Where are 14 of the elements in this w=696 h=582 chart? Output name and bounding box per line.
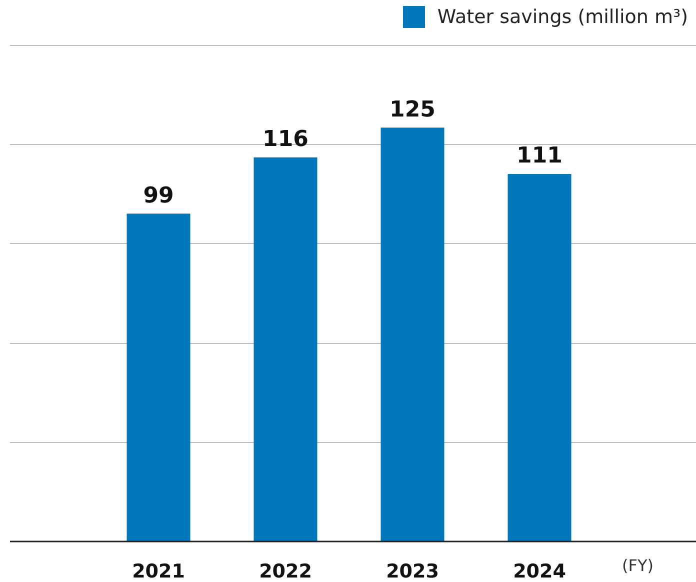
x-tick-label: 2022 bbox=[259, 560, 312, 582]
data-label: 116 bbox=[262, 127, 308, 152]
bar bbox=[508, 174, 572, 541]
x-tick-label: 2021 bbox=[132, 560, 185, 582]
bar bbox=[380, 128, 444, 541]
data-label: 125 bbox=[390, 97, 436, 122]
data-label: 111 bbox=[516, 144, 562, 169]
bar bbox=[126, 214, 190, 541]
text: (FY) bbox=[622, 556, 654, 575]
bar bbox=[254, 157, 318, 541]
x-tick-label: 2023 bbox=[386, 560, 439, 582]
data-label: 99 bbox=[143, 183, 174, 208]
x-tick-label: 2024 bbox=[513, 560, 566, 582]
legend-label: Water savings (million m³) bbox=[437, 6, 688, 28]
